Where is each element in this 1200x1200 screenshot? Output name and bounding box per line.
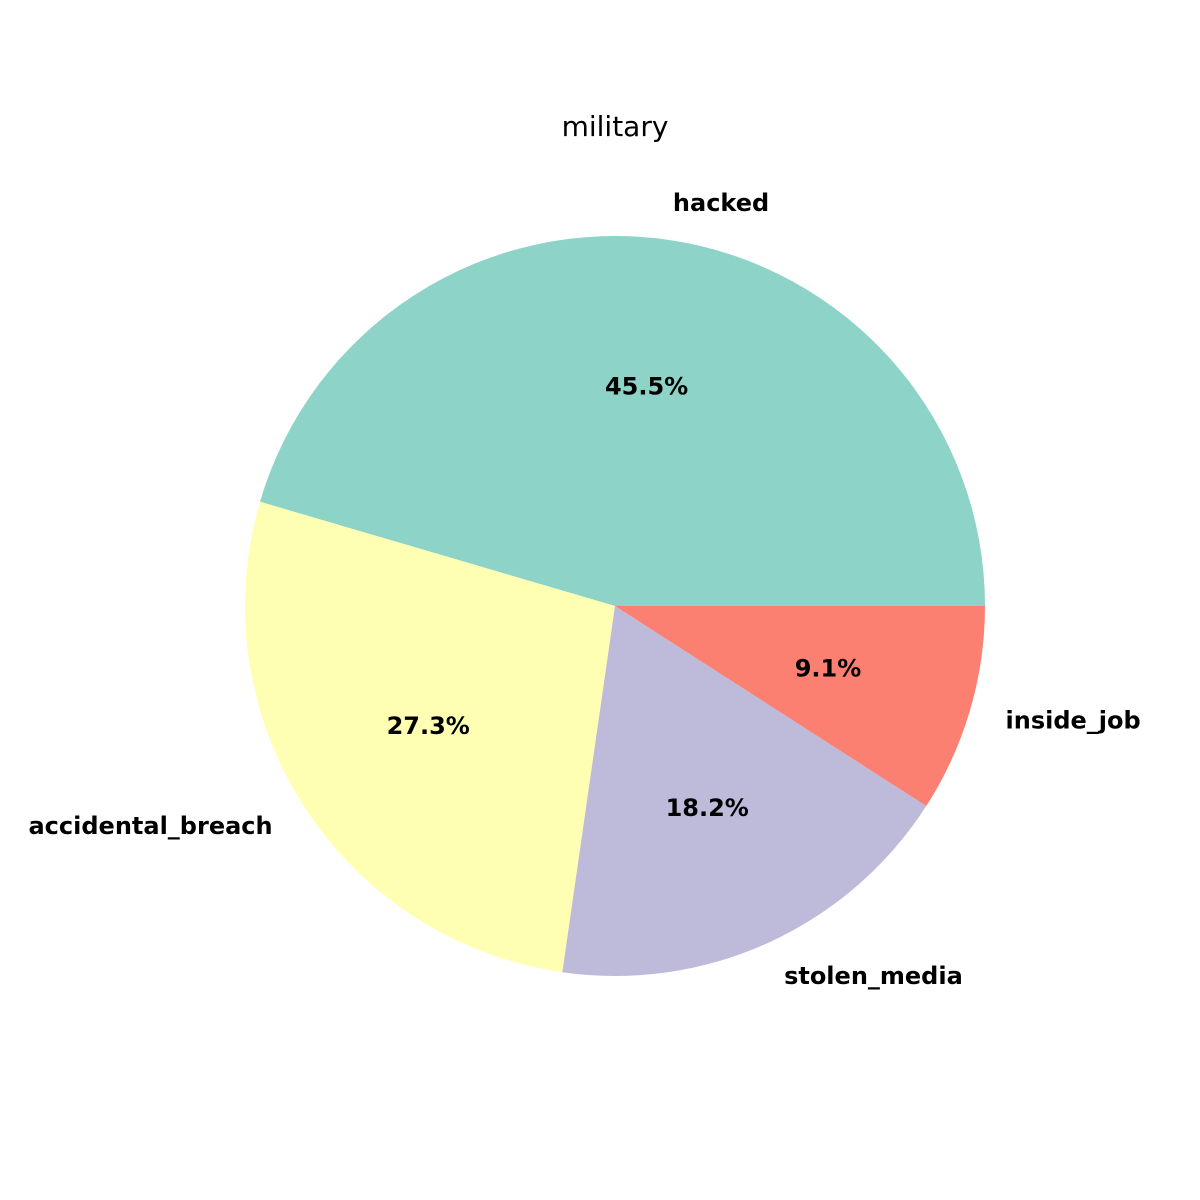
pie-percent-label: 45.5%: [605, 372, 688, 400]
pie-category-label: stolen_media: [784, 962, 963, 990]
pie-category-label: hacked: [673, 189, 769, 217]
pie-category-label: accidental_breach: [28, 812, 272, 840]
pie-slice-inside-job: [615, 606, 985, 807]
pie-slice-hacked: [259, 235, 985, 606]
pie-percent-label: 27.3%: [387, 712, 470, 740]
chart-title: military: [562, 110, 669, 143]
pie-slices: [245, 235, 985, 976]
pie-slice-stolen-media: [562, 606, 927, 976]
pie-percent-label: 18.2%: [666, 794, 749, 822]
pie-slice-accidental-breach: [245, 501, 615, 973]
pie-category-label: inside_job: [1006, 707, 1141, 735]
pie-labels: 45.5% hacked 27.3% accidental_breach 18.2% st…: [28, 189, 1140, 990]
pie-percent-label: 9.1%: [795, 655, 862, 683]
